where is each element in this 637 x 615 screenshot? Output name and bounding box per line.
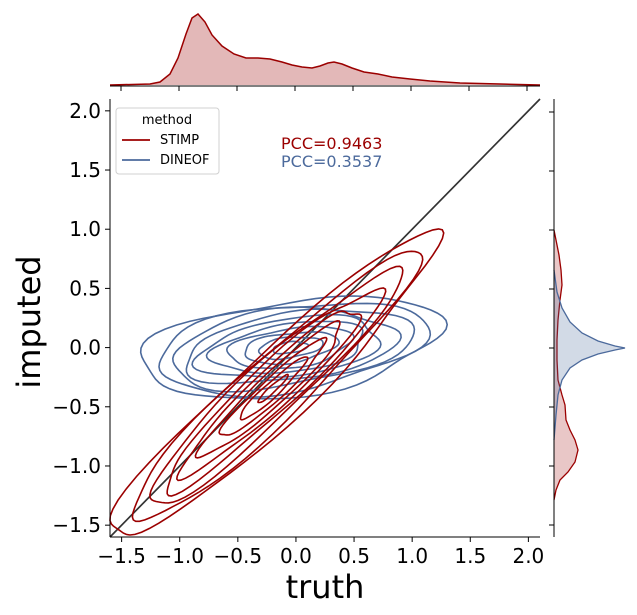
y-tick-label: 1.5 — [69, 158, 101, 182]
x-axis-label: truth — [286, 568, 365, 606]
x-tick-label: 0.5 — [338, 544, 370, 568]
contour-line-stimp — [218, 336, 328, 436]
y-tick-label: −1.5 — [52, 513, 101, 537]
contour-line-stimp — [149, 265, 404, 504]
main-plot: −1.5 −1.0 −0.5 0.0 0.5 1.0 1.5 2.0 −1.5 −1.0 −0.5… — [52, 98, 544, 568]
y-tick-label: 1.0 — [69, 217, 101, 241]
x-tick-label: −1.0 — [155, 544, 204, 568]
legend-box — [115, 107, 220, 175]
contour-line-stimp — [257, 373, 289, 404]
top-marginal — [109, 13, 541, 87]
x-tick-label: 1.0 — [396, 544, 428, 568]
y-tick-label: 0.5 — [69, 276, 101, 300]
legend-label-dineof: DINEOF — [160, 153, 210, 168]
x-ticks: −1.5 −1.0 −0.5 0.0 0.5 1.0 1.5 2.0 — [97, 537, 544, 568]
x-tick-label: −0.5 — [214, 544, 263, 568]
contour-line-stimp — [194, 319, 341, 459]
dineof-contours — [139, 295, 449, 400]
contour-line-dineof — [244, 331, 340, 366]
right-marginal-stimp-line — [553, 229, 579, 501]
pcc-dineof-annotation: PCC=0.3537 — [281, 152, 382, 171]
x-tick-label: 0.0 — [280, 544, 312, 568]
contour-line-stimp — [131, 250, 424, 523]
y-tick-label: −0.5 — [52, 395, 101, 419]
x-tick-label: 1.5 — [454, 544, 486, 568]
contour-line-stimp — [166, 287, 387, 497]
pcc-stimp-annotation: PCC=0.9463 — [281, 134, 382, 153]
y-tick-label: −1.0 — [52, 454, 101, 478]
top-marginal-kde-fill — [110, 14, 540, 85]
contour-line-stimp — [239, 356, 309, 421]
top-marginal-ticks — [120, 86, 528, 91]
y-tick-label: 0.0 — [69, 336, 101, 360]
contour-line-stimp — [175, 310, 363, 482]
contour-line-dineof — [139, 295, 449, 400]
identity-line — [109, 98, 541, 538]
contour-line-stimp — [109, 228, 445, 536]
contour-line-dineof — [158, 302, 432, 398]
right-marginal — [553, 99, 626, 537]
right-marginal-ticks — [549, 111, 554, 526]
x-tick-label: 2.0 — [512, 544, 544, 568]
right-marginal-dineof-line — [553, 269, 626, 441]
y-axis-label: imputed — [10, 255, 48, 388]
contour-line-dineof — [257, 336, 324, 361]
x-tick-label: −1.5 — [97, 544, 146, 568]
y-tick-label: 2.0 — [69, 99, 101, 123]
y-ticks: −1.5 −1.0 −0.5 0.0 0.5 1.0 1.5 2.0 — [52, 99, 110, 537]
top-marginal-kde-line — [109, 13, 541, 86]
right-marginal-dineof-fill — [554, 270, 625, 440]
legend-label-stimp: STIMP — [160, 133, 199, 148]
legend-title: method — [142, 113, 192, 128]
stimp-contours — [109, 228, 445, 536]
legend: method STIMP DINEOF — [115, 107, 220, 175]
